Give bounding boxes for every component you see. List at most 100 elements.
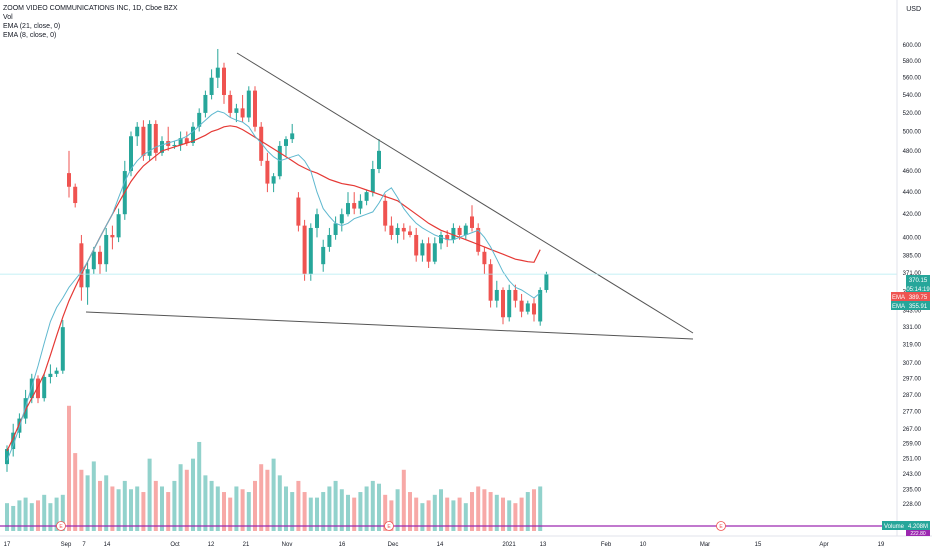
volume-bar (290, 492, 295, 531)
candle-body (23, 398, 28, 419)
candle-body (544, 274, 549, 290)
candle-body (302, 225, 307, 275)
x-tick-label: 12 (208, 542, 215, 548)
candle-body (482, 251, 487, 265)
candle-body (228, 94, 233, 113)
candle-body (432, 243, 437, 262)
volume-bar (147, 458, 152, 531)
lower-trendline[interactable] (85, 311, 694, 340)
candle-body (463, 225, 468, 235)
y-tick-label: 277.00 (903, 410, 922, 416)
candle-body (488, 264, 493, 301)
volume-bars (5, 405, 543, 531)
ema8-badge-value: 355.91 (909, 304, 928, 310)
price-axis[interactable] (897, 0, 932, 536)
candle-body (339, 214, 344, 224)
candle-body (172, 144, 177, 146)
volume-bar (538, 486, 543, 531)
volume-bar (265, 469, 270, 531)
volume-bar (389, 500, 394, 531)
volume-bar (17, 500, 22, 531)
svg-text:E: E (59, 524, 63, 530)
candle-body (327, 234, 332, 247)
candle-body (91, 251, 96, 270)
y-tick-label: 235.00 (903, 488, 922, 494)
candle-body (73, 186, 78, 204)
countdown-badge-bg (906, 284, 930, 293)
candle-body (29, 378, 34, 399)
candle-body (401, 227, 406, 232)
candle-body (36, 378, 40, 399)
candle-body (79, 243, 84, 288)
candle-body (439, 234, 443, 244)
volume-bar (172, 480, 177, 531)
volume-bar (525, 492, 530, 531)
candle-body (476, 227, 481, 252)
candle-body (129, 136, 133, 172)
x-tick-label: Feb (601, 542, 612, 548)
candle-body (67, 173, 71, 187)
candle-body (389, 225, 394, 235)
ema21-badge-name: EMA (892, 295, 905, 301)
volume-bar (451, 500, 456, 531)
volume-bar (370, 480, 375, 531)
x-tick-label: 17 (4, 542, 11, 548)
volume-bar (5, 503, 9, 531)
volume-bar (308, 497, 313, 531)
ema21-legend: EMA (21, close, 0) (3, 23, 61, 30)
y-tick-label: 480.00 (903, 149, 922, 155)
candle-body (178, 138, 183, 145)
candle-body (532, 303, 536, 315)
candle-body (191, 126, 195, 144)
volume-bar (333, 480, 338, 531)
x-tick-label: Apr (819, 542, 828, 548)
y-tick-label: 297.00 (903, 377, 922, 383)
y-tick-label: 228.00 (903, 502, 922, 508)
candle-body (352, 203, 357, 209)
y-tick-label: 500.00 (903, 129, 922, 135)
volume-bar (42, 494, 47, 531)
volume-bar (346, 494, 350, 531)
candle-body (253, 90, 257, 127)
volume-bar (476, 486, 481, 531)
event-markers[interactable]: E E E (56, 521, 726, 531)
volume-bar (383, 494, 388, 531)
candle-body (42, 376, 47, 399)
volume-bar (48, 503, 53, 531)
candle-body (494, 289, 499, 301)
earnings-marker (716, 521, 726, 531)
volume-bar (197, 441, 202, 531)
volume-bar (116, 489, 121, 531)
volume-bar (160, 486, 164, 531)
volume-bar (327, 486, 332, 531)
y-tick-label: 343.00 (903, 308, 922, 314)
y-tick-label: 307.00 (903, 361, 922, 367)
symbol-title: ZOOM VIDEO COMMUNICATIONS INC, 1D, Cboe … (3, 5, 178, 12)
candle-body (160, 141, 164, 153)
vol-legend: Vol (3, 14, 13, 21)
x-axis-ticks: 17 Sep 7 14 Oct 12 21 Nov 16 Dec 14 2021 13 Feb 10 Mar 1… (4, 542, 885, 548)
volume-bar (54, 497, 59, 531)
candle-body (507, 289, 512, 318)
volume-bar (488, 492, 493, 531)
volume-bar (395, 489, 400, 531)
volume-bar (277, 475, 282, 531)
earnings-marker (384, 521, 394, 531)
candle-body (48, 373, 53, 377)
candle-body (426, 243, 431, 262)
volume-bar (240, 489, 245, 531)
candle-body (501, 289, 505, 318)
volume-bar (67, 405, 71, 531)
volume-bar (29, 503, 34, 531)
x-tick-label: 2021 (502, 542, 516, 548)
ema21-badge-value: 389.75 (909, 295, 928, 301)
svg-text:E: E (719, 524, 723, 530)
time-axis[interactable] (0, 536, 932, 550)
x-tick-label: 7 (82, 542, 86, 548)
upper-trendline[interactable] (236, 52, 694, 334)
last-price-badge: 370.15 (909, 278, 928, 284)
y-tick-label: 400.00 (903, 235, 922, 241)
x-tick-label: 14 (104, 542, 111, 548)
candle-body (513, 289, 518, 301)
